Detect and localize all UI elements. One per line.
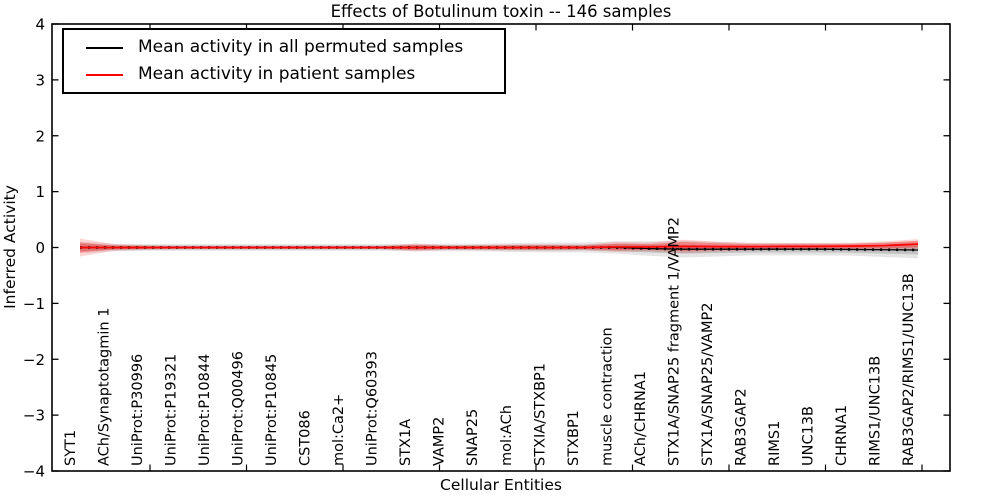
x-axis-label: Cellular Entities bbox=[440, 476, 562, 494]
x-tick-label: STXBP1 bbox=[566, 410, 582, 466]
x-tick-label: mol:Ca2+ bbox=[331, 394, 347, 466]
x-tick-label: UniProt:Q60393 bbox=[365, 351, 381, 466]
y-tick-label: 0 bbox=[35, 239, 45, 257]
y-tick-label: 2 bbox=[35, 127, 45, 145]
x-tick-label: STX1A/SNAP25/VAMP2 bbox=[700, 303, 716, 466]
x-tick-label: mol:ACh bbox=[499, 405, 515, 466]
y-tick-label: −3 bbox=[23, 407, 45, 425]
x-tick-label: UNC13B bbox=[800, 406, 816, 466]
x-tick-label: ACh/Synaptotagmin 1 bbox=[97, 308, 113, 466]
x-tick-label: RAB3GAP2 bbox=[733, 388, 749, 466]
chart-title: Effects of Botulinum toxin -- 146 sample… bbox=[330, 2, 672, 21]
x-tick-label: UniProt:P10844 bbox=[197, 354, 213, 466]
x-tick-label: UniProt:P19321 bbox=[164, 354, 180, 466]
y-tick-label: −2 bbox=[23, 351, 45, 369]
x-tick-label: RIMS1/UNC13B bbox=[867, 356, 883, 466]
legend-entry-patient: Mean activity in patient samples bbox=[86, 65, 504, 84]
x-tick-label: CHRNA1 bbox=[834, 405, 850, 466]
y-tick-label: −4 bbox=[23, 463, 45, 481]
legend-red-line-icon bbox=[86, 73, 123, 76]
x-tick-label: STXIA/STXBP1 bbox=[532, 363, 548, 466]
x-tick-label: muscle contraction bbox=[599, 327, 615, 466]
legend-entry-permuted: Mean activity in all permuted samples bbox=[86, 38, 504, 57]
y-tick-label: 4 bbox=[35, 16, 45, 34]
patient-mean-line bbox=[80, 243, 919, 249]
x-tick-label: RIMS1 bbox=[767, 421, 783, 466]
x-tick-label: STX1A bbox=[398, 419, 414, 466]
y-tick-label: 3 bbox=[35, 71, 45, 89]
x-tick-label: UniProt:Q00496 bbox=[231, 351, 247, 466]
x-tick-label: RAB3GAP2/RIMS1/UNC13B bbox=[901, 273, 917, 466]
x-tick-label: SNAP25 bbox=[465, 409, 481, 466]
x-tick-label: CST086 bbox=[298, 410, 314, 466]
x-tick-label: SYT1 bbox=[63, 430, 79, 466]
legend-black-line-icon bbox=[86, 46, 123, 49]
legend: Mean activity in all permuted samples Me… bbox=[62, 28, 506, 94]
permuted-band-outer bbox=[80, 240, 918, 259]
x-tick-label: VAMP2 bbox=[432, 417, 448, 466]
y-tick-label: 1 bbox=[35, 183, 45, 201]
legend-label-permuted: Mean activity in all permuted samples bbox=[138, 37, 464, 58]
x-tick-label: STX1A/SNAP25 fragment 1/VAMP2 bbox=[666, 217, 682, 466]
y-tick-label: −1 bbox=[23, 295, 45, 313]
x-tick-label: ACh/CHRNA1 bbox=[633, 371, 649, 466]
legend-label-patient: Mean activity in patient samples bbox=[138, 64, 416, 85]
x-tick-label: UniProt:P10845 bbox=[264, 354, 280, 466]
x-tick-label: UniProt:P30996 bbox=[130, 354, 146, 466]
